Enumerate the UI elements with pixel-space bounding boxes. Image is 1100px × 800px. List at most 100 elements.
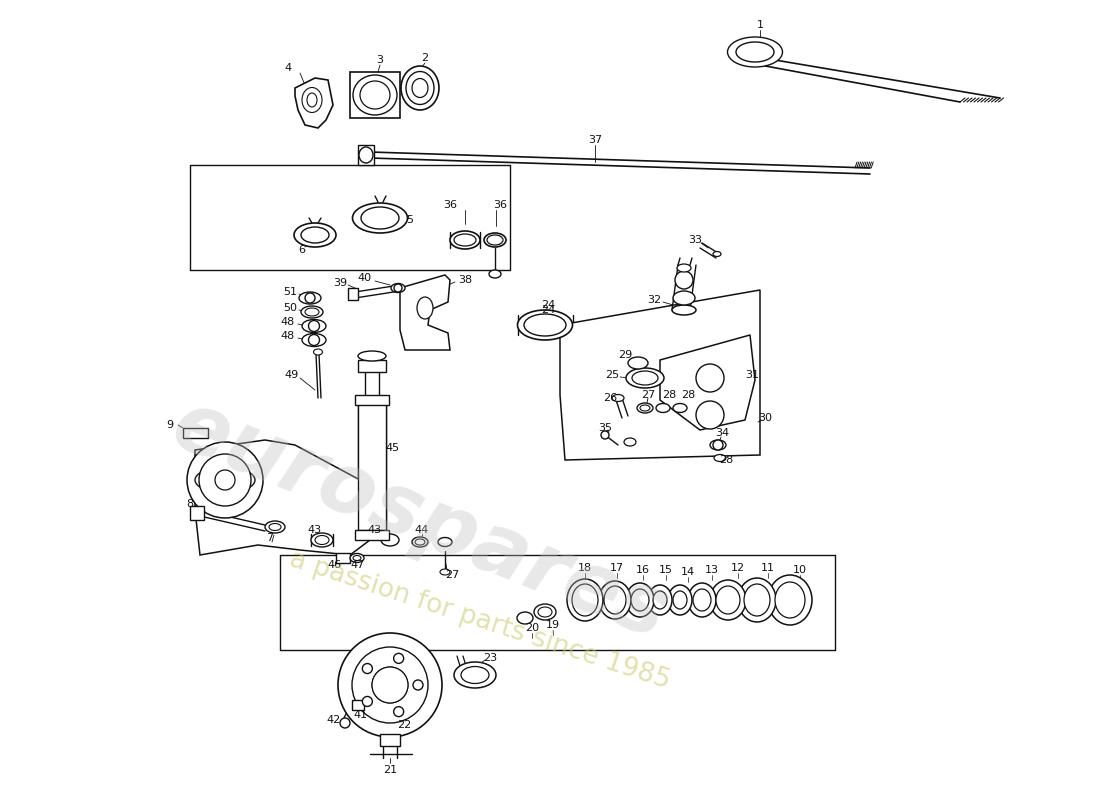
Ellipse shape — [360, 81, 390, 109]
Polygon shape — [660, 335, 755, 430]
Text: 51: 51 — [283, 287, 297, 297]
Ellipse shape — [299, 292, 321, 304]
Ellipse shape — [710, 580, 746, 620]
Text: 50: 50 — [283, 303, 297, 313]
Circle shape — [352, 647, 428, 723]
Circle shape — [372, 667, 408, 703]
Ellipse shape — [311, 533, 333, 547]
Ellipse shape — [307, 93, 317, 107]
Circle shape — [412, 680, 424, 690]
Circle shape — [308, 321, 319, 331]
Ellipse shape — [265, 521, 285, 533]
Text: 11: 11 — [761, 563, 776, 573]
Text: 3: 3 — [376, 55, 384, 65]
Circle shape — [187, 442, 263, 518]
Polygon shape — [350, 72, 400, 118]
Text: 29: 29 — [618, 350, 632, 360]
Ellipse shape — [315, 535, 329, 545]
Circle shape — [696, 364, 724, 392]
Ellipse shape — [302, 334, 326, 346]
Text: 44: 44 — [415, 525, 429, 535]
Text: 12: 12 — [730, 563, 745, 573]
Ellipse shape — [736, 42, 774, 62]
Ellipse shape — [673, 291, 695, 305]
Ellipse shape — [517, 310, 572, 340]
Ellipse shape — [415, 539, 425, 545]
Text: 48: 48 — [280, 317, 295, 327]
Ellipse shape — [776, 582, 805, 618]
Ellipse shape — [538, 607, 552, 617]
Ellipse shape — [352, 203, 407, 233]
Text: a passion for parts since 1985: a passion for parts since 1985 — [286, 546, 673, 694]
Ellipse shape — [640, 405, 650, 411]
Ellipse shape — [390, 283, 405, 293]
Text: 7: 7 — [266, 533, 274, 543]
Text: 21: 21 — [383, 765, 397, 775]
Text: 1: 1 — [757, 20, 763, 30]
Circle shape — [394, 654, 404, 663]
Text: 35: 35 — [598, 423, 612, 433]
Text: 24: 24 — [541, 300, 556, 310]
Text: 43: 43 — [308, 525, 322, 535]
Ellipse shape — [672, 305, 696, 315]
Ellipse shape — [353, 555, 361, 561]
Bar — [183, 428, 208, 438]
Circle shape — [340, 718, 350, 728]
Circle shape — [305, 293, 315, 303]
Ellipse shape — [484, 233, 506, 247]
Ellipse shape — [406, 71, 434, 105]
Circle shape — [308, 334, 319, 346]
Text: 49: 49 — [285, 370, 299, 380]
Text: 36: 36 — [493, 200, 507, 210]
Bar — [190, 506, 204, 520]
Text: 6: 6 — [298, 245, 306, 255]
Text: 32: 32 — [647, 295, 661, 305]
Ellipse shape — [675, 271, 693, 289]
Ellipse shape — [353, 75, 397, 115]
Ellipse shape — [714, 454, 726, 462]
Polygon shape — [560, 290, 760, 460]
Ellipse shape — [302, 319, 326, 333]
Ellipse shape — [372, 667, 408, 703]
Ellipse shape — [626, 583, 654, 617]
Circle shape — [214, 470, 235, 490]
Text: 27: 27 — [641, 390, 656, 400]
Ellipse shape — [744, 584, 770, 616]
Circle shape — [199, 454, 251, 506]
Ellipse shape — [653, 591, 667, 609]
Text: 27: 27 — [444, 570, 459, 580]
Text: 22: 22 — [397, 720, 411, 730]
Ellipse shape — [631, 589, 649, 611]
Bar — [348, 288, 358, 300]
Bar — [379, 734, 400, 746]
Text: 30: 30 — [758, 413, 772, 423]
Ellipse shape — [676, 264, 691, 272]
Text: 42: 42 — [327, 715, 341, 725]
Text: 5: 5 — [407, 215, 414, 225]
Text: 37: 37 — [587, 135, 602, 145]
Text: 14: 14 — [681, 567, 695, 577]
Ellipse shape — [294, 223, 335, 247]
Circle shape — [394, 284, 402, 292]
Text: 16: 16 — [636, 565, 650, 575]
Text: 39: 39 — [333, 278, 348, 288]
Ellipse shape — [710, 440, 726, 450]
Ellipse shape — [624, 438, 636, 446]
Text: 33: 33 — [688, 235, 702, 245]
Circle shape — [338, 633, 442, 737]
Polygon shape — [400, 275, 450, 350]
Ellipse shape — [524, 314, 567, 336]
Ellipse shape — [412, 78, 428, 98]
Text: 47: 47 — [351, 560, 365, 570]
Ellipse shape — [566, 579, 603, 621]
Ellipse shape — [359, 147, 373, 163]
Ellipse shape — [673, 591, 688, 609]
Ellipse shape — [612, 394, 624, 402]
Ellipse shape — [358, 351, 386, 361]
Circle shape — [601, 431, 609, 439]
Bar — [336, 553, 350, 563]
Ellipse shape — [438, 538, 452, 546]
Circle shape — [362, 663, 372, 674]
Text: 31: 31 — [745, 370, 759, 380]
Circle shape — [713, 440, 723, 450]
